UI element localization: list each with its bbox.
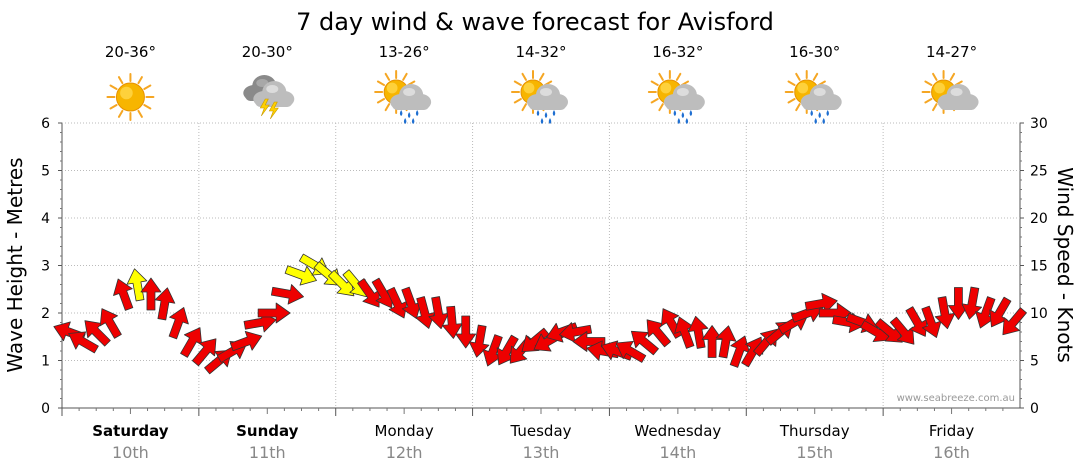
wind-arrow <box>674 316 695 349</box>
wind-arrows <box>53 253 1027 375</box>
day-name-label: Sunday <box>236 422 299 440</box>
temperature-label: 13-26° <box>379 43 430 61</box>
sun-cloud-rain-icon <box>784 70 842 124</box>
day-name-label: Tuesday <box>509 422 571 440</box>
wind-arrow <box>961 286 983 320</box>
wind-arrow <box>357 278 380 308</box>
left-tick-label: 3 <box>41 259 50 275</box>
wind-arrow <box>975 296 996 329</box>
wind-arrow <box>687 315 709 349</box>
temperature-label: 14-27° <box>926 43 977 61</box>
wind-arrow <box>257 302 291 324</box>
wind-arrow <box>455 315 477 349</box>
sun-cloud-icon <box>921 70 979 114</box>
wind-arrow <box>572 331 606 352</box>
wind-arrow <box>874 318 903 343</box>
wind-arrow <box>113 278 134 311</box>
left-tick-label: 6 <box>41 116 50 132</box>
temperature-label: 14-32° <box>515 43 566 61</box>
right-tick-label: 30 <box>1030 116 1048 132</box>
chart-title: 7 day wind & wave forecast for Avisford <box>296 8 774 36</box>
wind-arrow <box>701 325 723 358</box>
right-tick-label: 20 <box>1030 211 1048 227</box>
sunny-icon <box>106 73 155 121</box>
day-date-label: 10th <box>112 443 149 462</box>
grid-lines <box>62 122 1020 408</box>
wind-arrow <box>84 320 111 347</box>
day-date-label: 16th <box>933 443 970 462</box>
right-tick-label: 25 <box>1030 164 1048 180</box>
credit-text: www.seabreeze.com.au <box>897 393 1015 404</box>
left-tick-label: 1 <box>41 354 50 370</box>
sun-cloud-rain-icon <box>374 70 432 124</box>
wind-arrow <box>99 308 122 339</box>
wind-arrow <box>68 331 99 354</box>
day-date-label: 13th <box>523 443 560 462</box>
day-date-label: 15th <box>796 443 833 462</box>
plot-area <box>61 123 1021 409</box>
sun-cloud-rain-icon <box>511 70 568 124</box>
temperature-label: 20-36° <box>105 43 156 61</box>
wind-arrow <box>468 324 490 358</box>
day-name-label: Wednesday <box>634 422 721 440</box>
wind-arrow <box>428 296 449 330</box>
right-tick-label: 0 <box>1030 401 1039 417</box>
wind-arrow <box>270 284 304 305</box>
wind-arrow <box>180 327 203 358</box>
left-tick-label: 2 <box>41 306 50 322</box>
wind-arrow <box>921 305 942 338</box>
axis-ticks: 0 1 2 3 4 5 6 0 5 10 15 20 25 30 <box>41 116 1048 417</box>
left-tick-label: 0 <box>41 401 50 417</box>
wind-arrow <box>559 322 593 343</box>
wind-arrow <box>229 331 263 352</box>
wind-arrow <box>630 330 659 356</box>
day-name-label: Saturday <box>92 422 169 440</box>
right-axis-title: Wind Speed - Knots <box>1053 167 1077 363</box>
wind-arrow <box>1002 307 1027 336</box>
day-date-label: 14th <box>659 443 696 462</box>
wind-arrow <box>168 307 189 340</box>
wind-arrow <box>934 296 956 330</box>
wind-arrow <box>140 277 162 311</box>
wind-arrow <box>415 296 436 329</box>
day-name-label: Thursday <box>779 422 850 440</box>
thunderstorm-icon <box>243 75 295 120</box>
weather-row: 20-36° 20-30° 13-26° 14-32° 16-32° 16-30° 14-2… <box>105 43 979 124</box>
wind-arrow <box>905 306 928 337</box>
wind-arrow <box>804 292 838 314</box>
wind-arrow <box>646 319 672 348</box>
wind-arrow <box>715 325 737 359</box>
day-name-label: Friday <box>929 422 975 440</box>
left-tick-label: 4 <box>41 211 50 227</box>
right-tick-label: 15 <box>1030 259 1048 275</box>
wind-arrow <box>889 316 915 345</box>
left-axis-title: Wave Height - Metres <box>3 157 27 372</box>
day-date-label: 12th <box>386 443 423 462</box>
wind-arrow <box>126 268 148 302</box>
wind-arrow <box>401 286 422 319</box>
temperature-label: 20-30° <box>242 43 293 61</box>
right-tick-label: 10 <box>1030 306 1048 322</box>
left-tick-label: 5 <box>41 164 50 180</box>
day-name-label: Monday <box>375 422 434 440</box>
wind-arrow <box>386 286 408 319</box>
right-tick-label: 5 <box>1030 354 1039 370</box>
temperature-label: 16-30° <box>789 43 840 61</box>
day-date-label: 11th <box>249 443 286 462</box>
day-labels: Saturday 10th Sunday 11th Monday 12th Tuesday 1… <box>92 422 974 462</box>
wind-arrow <box>482 334 503 367</box>
wind-arrow <box>441 305 463 339</box>
wind-arrow <box>328 269 355 297</box>
wind-arrow <box>191 338 217 367</box>
sun-cloud-rain-icon <box>647 70 705 124</box>
wind-arrow <box>284 265 317 286</box>
temperature-label: 16-32° <box>652 43 703 61</box>
wind-arrow <box>615 340 647 363</box>
wind-arrow <box>154 287 176 321</box>
